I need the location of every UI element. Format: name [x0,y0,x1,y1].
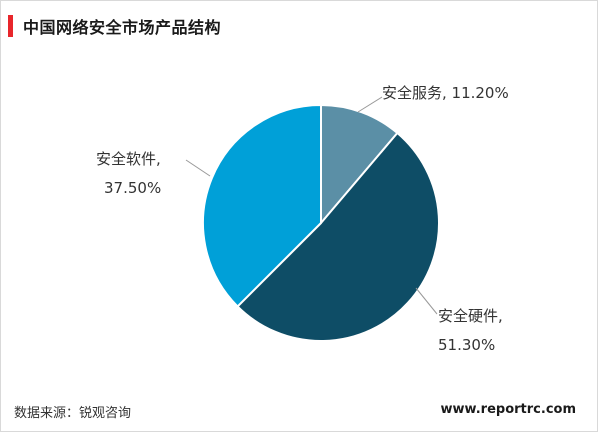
website-url: www.reportrc.com [440,402,576,417]
title-accent-bar [8,15,13,37]
leader-line-software [185,159,211,177]
chart-title: 中国网络安全市场产品结构 [23,18,222,37]
data-source: 数据来源：锐观咨询 [14,406,132,421]
label-service: 安全服务, 11.20% [382,84,509,102]
label-software-name: 安全软件, [96,150,161,168]
pie-slices [202,103,440,342]
pie-slice-service [320,103,399,226]
label-software-value: 37.50% [104,179,161,197]
leader-line-service [357,96,383,113]
label-hardware-name: 安全硬件, [438,307,503,325]
pie-slice-hardware [236,131,440,342]
title-block: 中国网络安全市场产品结构 [8,12,221,40]
label-hardware-value: 51.30% [438,336,495,354]
leader-line-hardware [415,287,438,315]
pie-slice-software [202,103,322,308]
